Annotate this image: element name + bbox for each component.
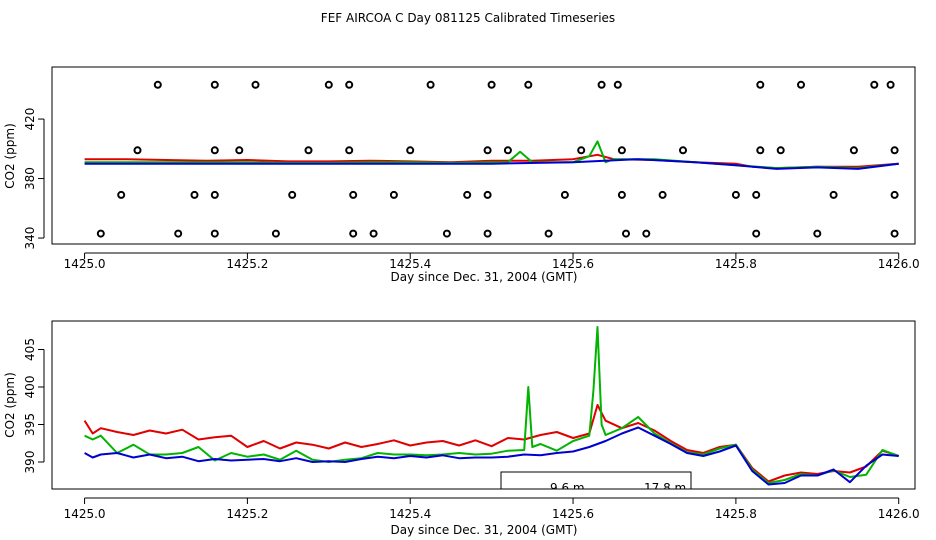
bottom-x-tick-label: 1426.0 xyxy=(878,507,920,521)
bottom-x-tick-label: 1425.4 xyxy=(389,507,431,521)
calibration-marker xyxy=(849,146,858,155)
calibration-marker xyxy=(829,190,838,199)
top-x-tick-label: 1425.8 xyxy=(715,257,757,271)
bottom-series-group xyxy=(83,326,900,486)
calibration-marker xyxy=(349,190,358,199)
calibration-marker xyxy=(324,80,333,89)
calibration-marker xyxy=(483,229,492,238)
calibration-marker xyxy=(288,190,297,199)
bottom-y-tick-label: 400 xyxy=(23,376,37,399)
calibration-marker xyxy=(133,146,142,155)
bottom-series-red-line xyxy=(83,404,900,483)
calibration-marker xyxy=(210,146,219,155)
top-y-axis: 340 380 420 xyxy=(23,108,45,250)
calibration-marker xyxy=(613,80,622,89)
top-y-tick-label: 380 xyxy=(23,167,37,190)
calibration-marker xyxy=(617,146,626,155)
calibration-marker xyxy=(117,190,126,199)
bottom-y-tick-label: 405 xyxy=(23,338,37,361)
top-series-group xyxy=(84,140,899,170)
calibration-marker xyxy=(271,229,280,238)
calibration-marker xyxy=(174,229,183,238)
chart-title: FEF AIRCOA C Day 081125 Calibrated Times… xyxy=(321,11,615,25)
calibration-marker xyxy=(890,190,899,199)
calibration-marker xyxy=(752,229,761,238)
calibration-marker xyxy=(210,190,219,199)
calibration-marker xyxy=(210,80,219,89)
calibration-marker xyxy=(797,80,805,89)
calibration-marker xyxy=(210,229,219,238)
calibration-marker xyxy=(190,190,199,199)
bottom-y-axis-label: CO2 (ppm) xyxy=(3,372,17,438)
top-panel: 1425.0 1425.2 1425.4 1425.6 1425.8 1426.0 340… xyxy=(3,66,920,284)
top-x-tick-label: 1425.6 xyxy=(552,257,594,271)
calibration-marker xyxy=(597,80,606,89)
top-series-blue-line xyxy=(84,158,899,170)
top-x-tick-label: 1425.2 xyxy=(226,257,268,271)
calibration-marker xyxy=(153,80,162,89)
calibration-marker xyxy=(890,229,899,238)
top-x-tick-label: 1426.0 xyxy=(878,257,920,271)
calibration-marker xyxy=(345,80,354,89)
calibration-marker xyxy=(886,80,895,89)
top-plot-frame xyxy=(51,66,916,245)
calibration-marker xyxy=(503,146,512,155)
calibration-marker xyxy=(406,146,415,155)
bottom-x-tick-label: 1425.6 xyxy=(552,507,594,521)
calibration-marker xyxy=(776,146,785,155)
calibration-marker xyxy=(813,229,822,238)
calibration-marker xyxy=(96,229,105,238)
calibration-marker xyxy=(890,146,899,155)
calibration-marker xyxy=(642,229,651,238)
bottom-x-tick-label: 1425.2 xyxy=(226,507,268,521)
top-y-tick-label: 420 xyxy=(23,108,37,131)
calibration-marker xyxy=(304,146,313,155)
top-calibration-markers xyxy=(96,80,899,238)
calibration-marker xyxy=(442,229,451,238)
bottom-y-axis: 390 395 400 405 xyxy=(23,338,45,474)
calibration-marker xyxy=(679,146,687,155)
top-x-tick-label: 1425.0 xyxy=(64,257,106,271)
bottom-series-blue-line xyxy=(84,426,899,486)
top-x-tick-label: 1425.4 xyxy=(389,257,431,271)
bottom-x-axis-label: Day since Dec. 31, 2004 (GMT) xyxy=(391,523,578,537)
top-y-tick-label: 340 xyxy=(23,227,37,250)
calibration-marker xyxy=(483,146,492,155)
calibration-marker xyxy=(577,146,586,155)
calibration-marker xyxy=(345,146,354,155)
top-x-axis: 1425.0 1425.2 1425.4 1425.6 1425.8 1426.0 xyxy=(64,252,920,271)
bottom-x-axis: 1425.0 1425.2 1425.4 1425.6 1425.8 1426.0 xyxy=(64,497,920,521)
calibration-marker xyxy=(524,80,533,89)
bottom-y-tick-label: 390 xyxy=(23,451,37,474)
calibration-marker xyxy=(560,190,569,199)
calibration-marker xyxy=(622,229,630,238)
calibration-marker xyxy=(389,190,398,199)
bottom-plot-frame xyxy=(51,320,916,490)
calibration-marker xyxy=(426,80,435,89)
calibration-marker xyxy=(487,80,496,89)
calibration-marker xyxy=(870,80,879,89)
calibration-marker xyxy=(731,190,740,199)
calibration-marker xyxy=(483,190,492,199)
calibration-marker xyxy=(251,80,260,89)
bottom-panel: 9.6 m 17.8 m 1425.0 1425.2 1425.4 1425.6 142… xyxy=(0,320,936,540)
calibration-marker xyxy=(544,229,553,238)
calibration-marker xyxy=(235,146,244,155)
calibration-marker xyxy=(658,190,667,199)
calibration-marker xyxy=(349,229,358,238)
calibration-marker xyxy=(617,190,626,199)
bottom-y-tick-label: 395 xyxy=(23,413,37,436)
bottom-x-tick-label: 1425.8 xyxy=(715,507,757,521)
calibration-marker xyxy=(756,146,765,155)
calibration-marker xyxy=(463,190,472,199)
calibration-marker xyxy=(752,190,761,199)
calibration-marker xyxy=(369,229,378,238)
bottom-x-tick-label: 1425.0 xyxy=(64,507,106,521)
top-x-axis-label: Day since Dec. 31, 2004 (GMT) xyxy=(391,270,578,284)
calibration-marker xyxy=(756,80,765,89)
top-y-axis-label: CO2 (ppm) xyxy=(3,123,17,189)
